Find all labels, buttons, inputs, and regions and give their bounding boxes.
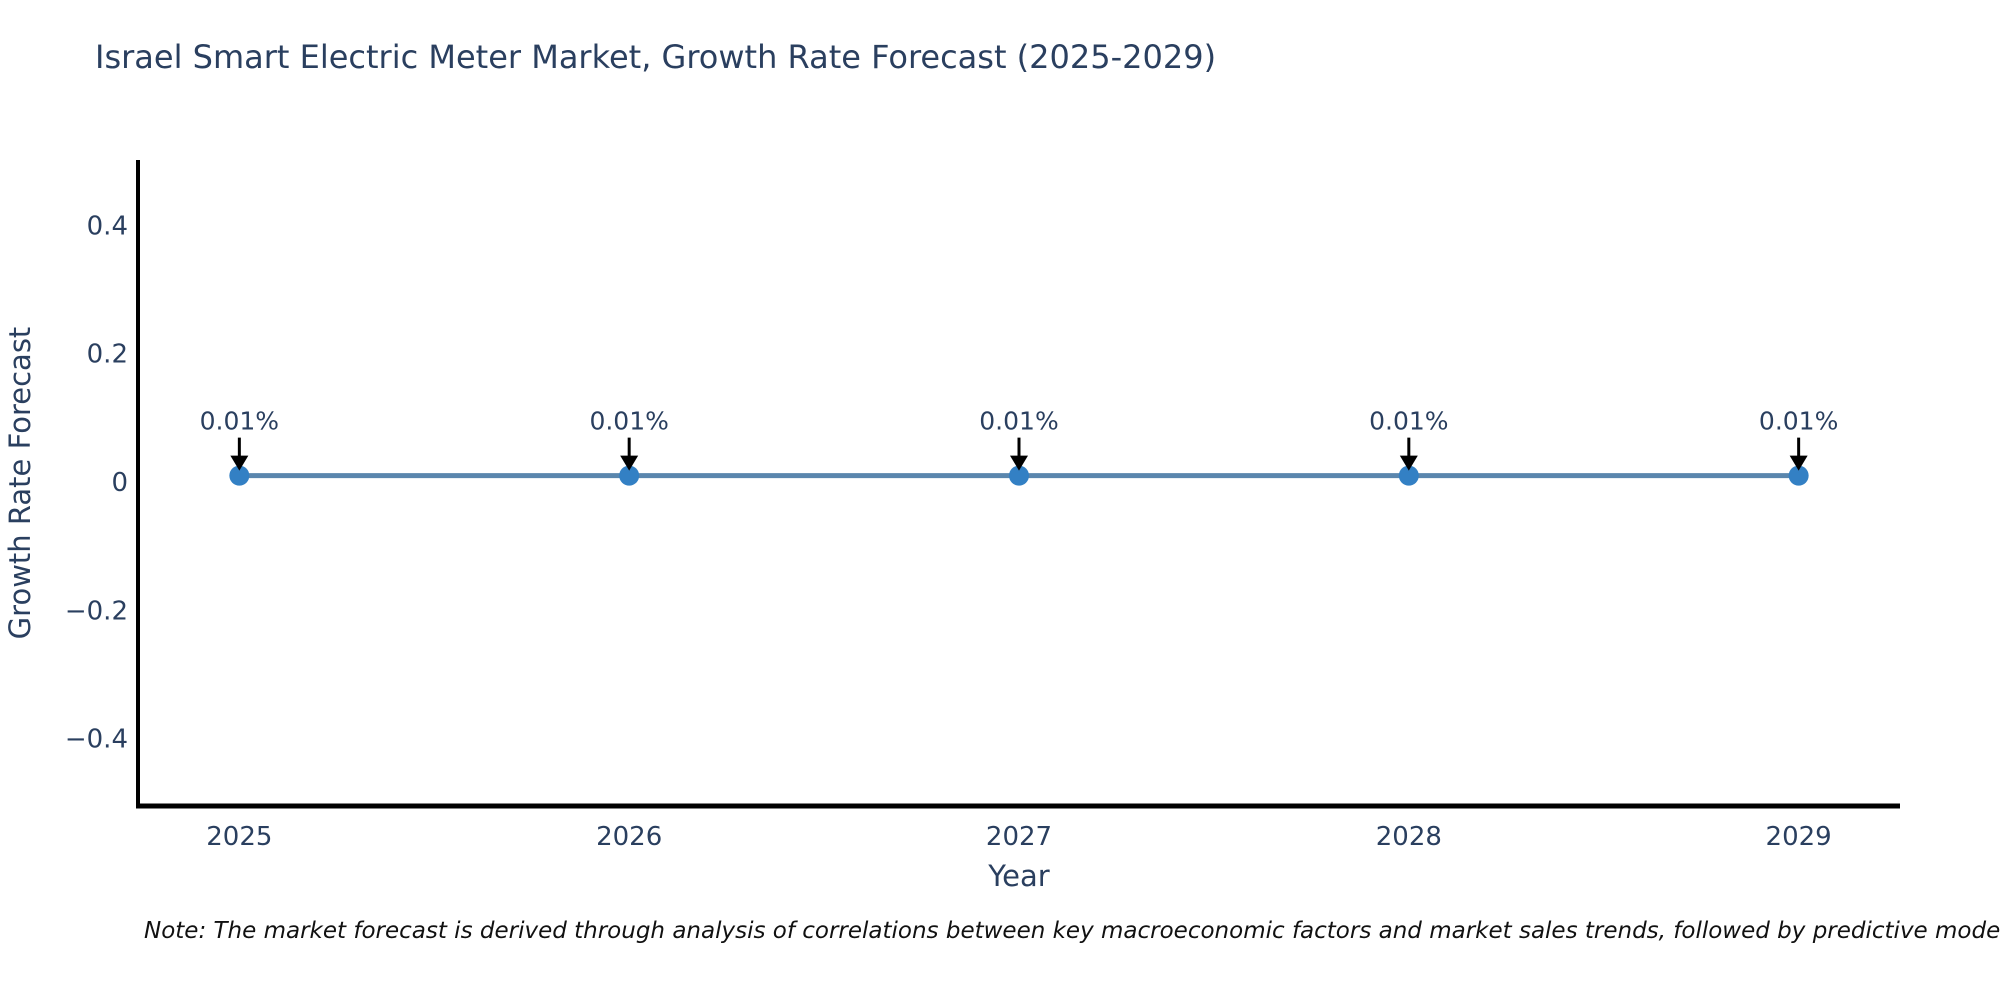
x-axis-title: Year bbox=[987, 859, 1049, 893]
y-tick-label: 0.4 bbox=[87, 211, 128, 241]
footnote: Note: The market forecast is derived thr… bbox=[144, 918, 2000, 944]
data-point-marker bbox=[1398, 465, 1419, 486]
chart-title: Israel Smart Electric Meter Market, Grow… bbox=[95, 38, 1217, 76]
annotation-arrowhead bbox=[230, 455, 249, 471]
data-point-marker bbox=[229, 465, 250, 486]
annotation-arrowhead bbox=[620, 455, 639, 471]
x-tick-label: 2027 bbox=[986, 822, 1052, 852]
data-point-label: 0.01% bbox=[589, 407, 668, 436]
annotation-arrowhead bbox=[1010, 455, 1028, 471]
x-tick-label: 2029 bbox=[1766, 822, 1832, 852]
x-tick-label: 2028 bbox=[1376, 822, 1442, 852]
data-point-label: 0.01% bbox=[1759, 407, 1838, 436]
x-tick-label: 2026 bbox=[596, 822, 662, 852]
x-tick-label: 2025 bbox=[206, 822, 272, 852]
y-tick-label: 0 bbox=[111, 468, 128, 498]
annotation-arrowhead bbox=[1789, 455, 1808, 471]
y-tick-label: −0.2 bbox=[65, 596, 128, 626]
y-tick-label: 0.2 bbox=[87, 340, 128, 370]
data-point-marker bbox=[1009, 465, 1029, 486]
data-point-label: 0.01% bbox=[200, 407, 279, 436]
y-tick-label: −0.4 bbox=[65, 725, 128, 755]
data-point-marker bbox=[1788, 465, 1809, 486]
annotation-arrowhead bbox=[1399, 455, 1418, 471]
data-point-label: 0.01% bbox=[979, 407, 1058, 436]
data-point-label: 0.01% bbox=[1369, 407, 1448, 436]
data-point-marker bbox=[619, 465, 640, 486]
y-axis-title: Growth Rate Forecast bbox=[3, 327, 37, 640]
